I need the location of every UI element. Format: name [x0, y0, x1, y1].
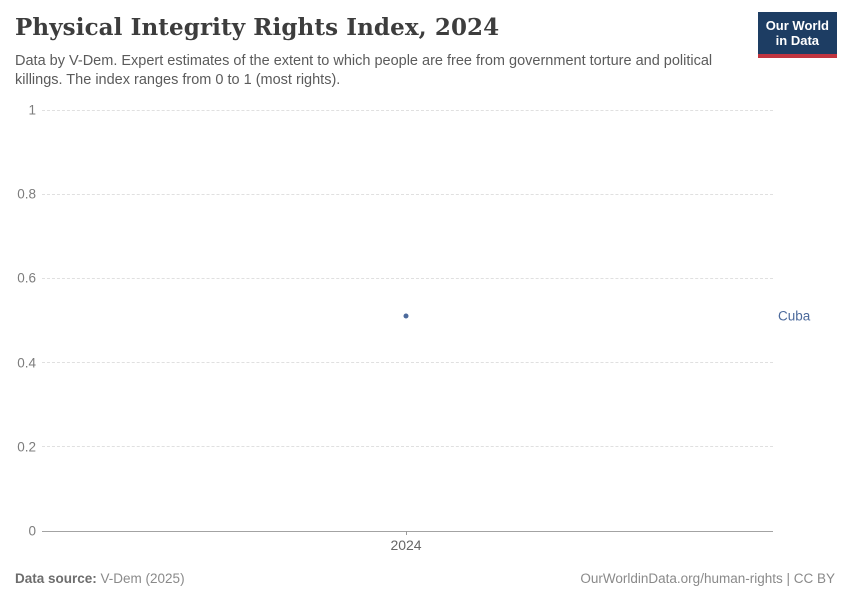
plot-area: 0 0.2 0.4 0.6 0.8 1 2024 Cuba [17, 103, 810, 554]
gridline-0 [42, 530, 773, 532]
y-tick-label-0.6: 0.6 [17, 270, 36, 286]
credit-link[interactable]: OurWorldinData.org/human-rights | CC BY [580, 571, 835, 586]
entity-label-cuba: Cuba [778, 308, 811, 324]
y-tick-label-0.8: 0.8 [17, 186, 36, 202]
gridline-0.6 [42, 277, 773, 279]
owid-logo-accent-bar [757, 53, 837, 58]
chart-subtitle: Data by V-Dem. Expert estimates of the e… [15, 53, 713, 88]
data-source-label: Data source: [15, 571, 97, 586]
data-source: Data source: V-Dem (2025) [15, 571, 185, 586]
y-tick-label-0.2: 0.2 [17, 439, 36, 455]
y-tick-label-1: 1 [28, 102, 36, 118]
page-title: Physical Integrity Rights Index, 2024 [15, 14, 500, 41]
x-tick-label: 2024 [390, 537, 422, 553]
gridline-0.8 [42, 193, 773, 195]
owid-logo-line1: Our World [765, 18, 829, 33]
x-tick-mark [406, 531, 408, 535]
gridline-0.2 [42, 446, 773, 448]
y-tick-label-0.4: 0.4 [17, 355, 36, 371]
y-tick-label-0: 0 [28, 523, 36, 539]
data-point-cuba [403, 313, 409, 319]
gridline-0.4 [42, 362, 773, 364]
chart-footer: Data source: V-Dem (2025) OurWorldinData… [15, 571, 835, 586]
owid-logo: Our World in Data [757, 12, 837, 58]
owid-logo-line2: in Data [775, 33, 820, 49]
gridline-1 [42, 109, 773, 111]
data-source-value: V-Dem (2025) [96, 571, 185, 586]
